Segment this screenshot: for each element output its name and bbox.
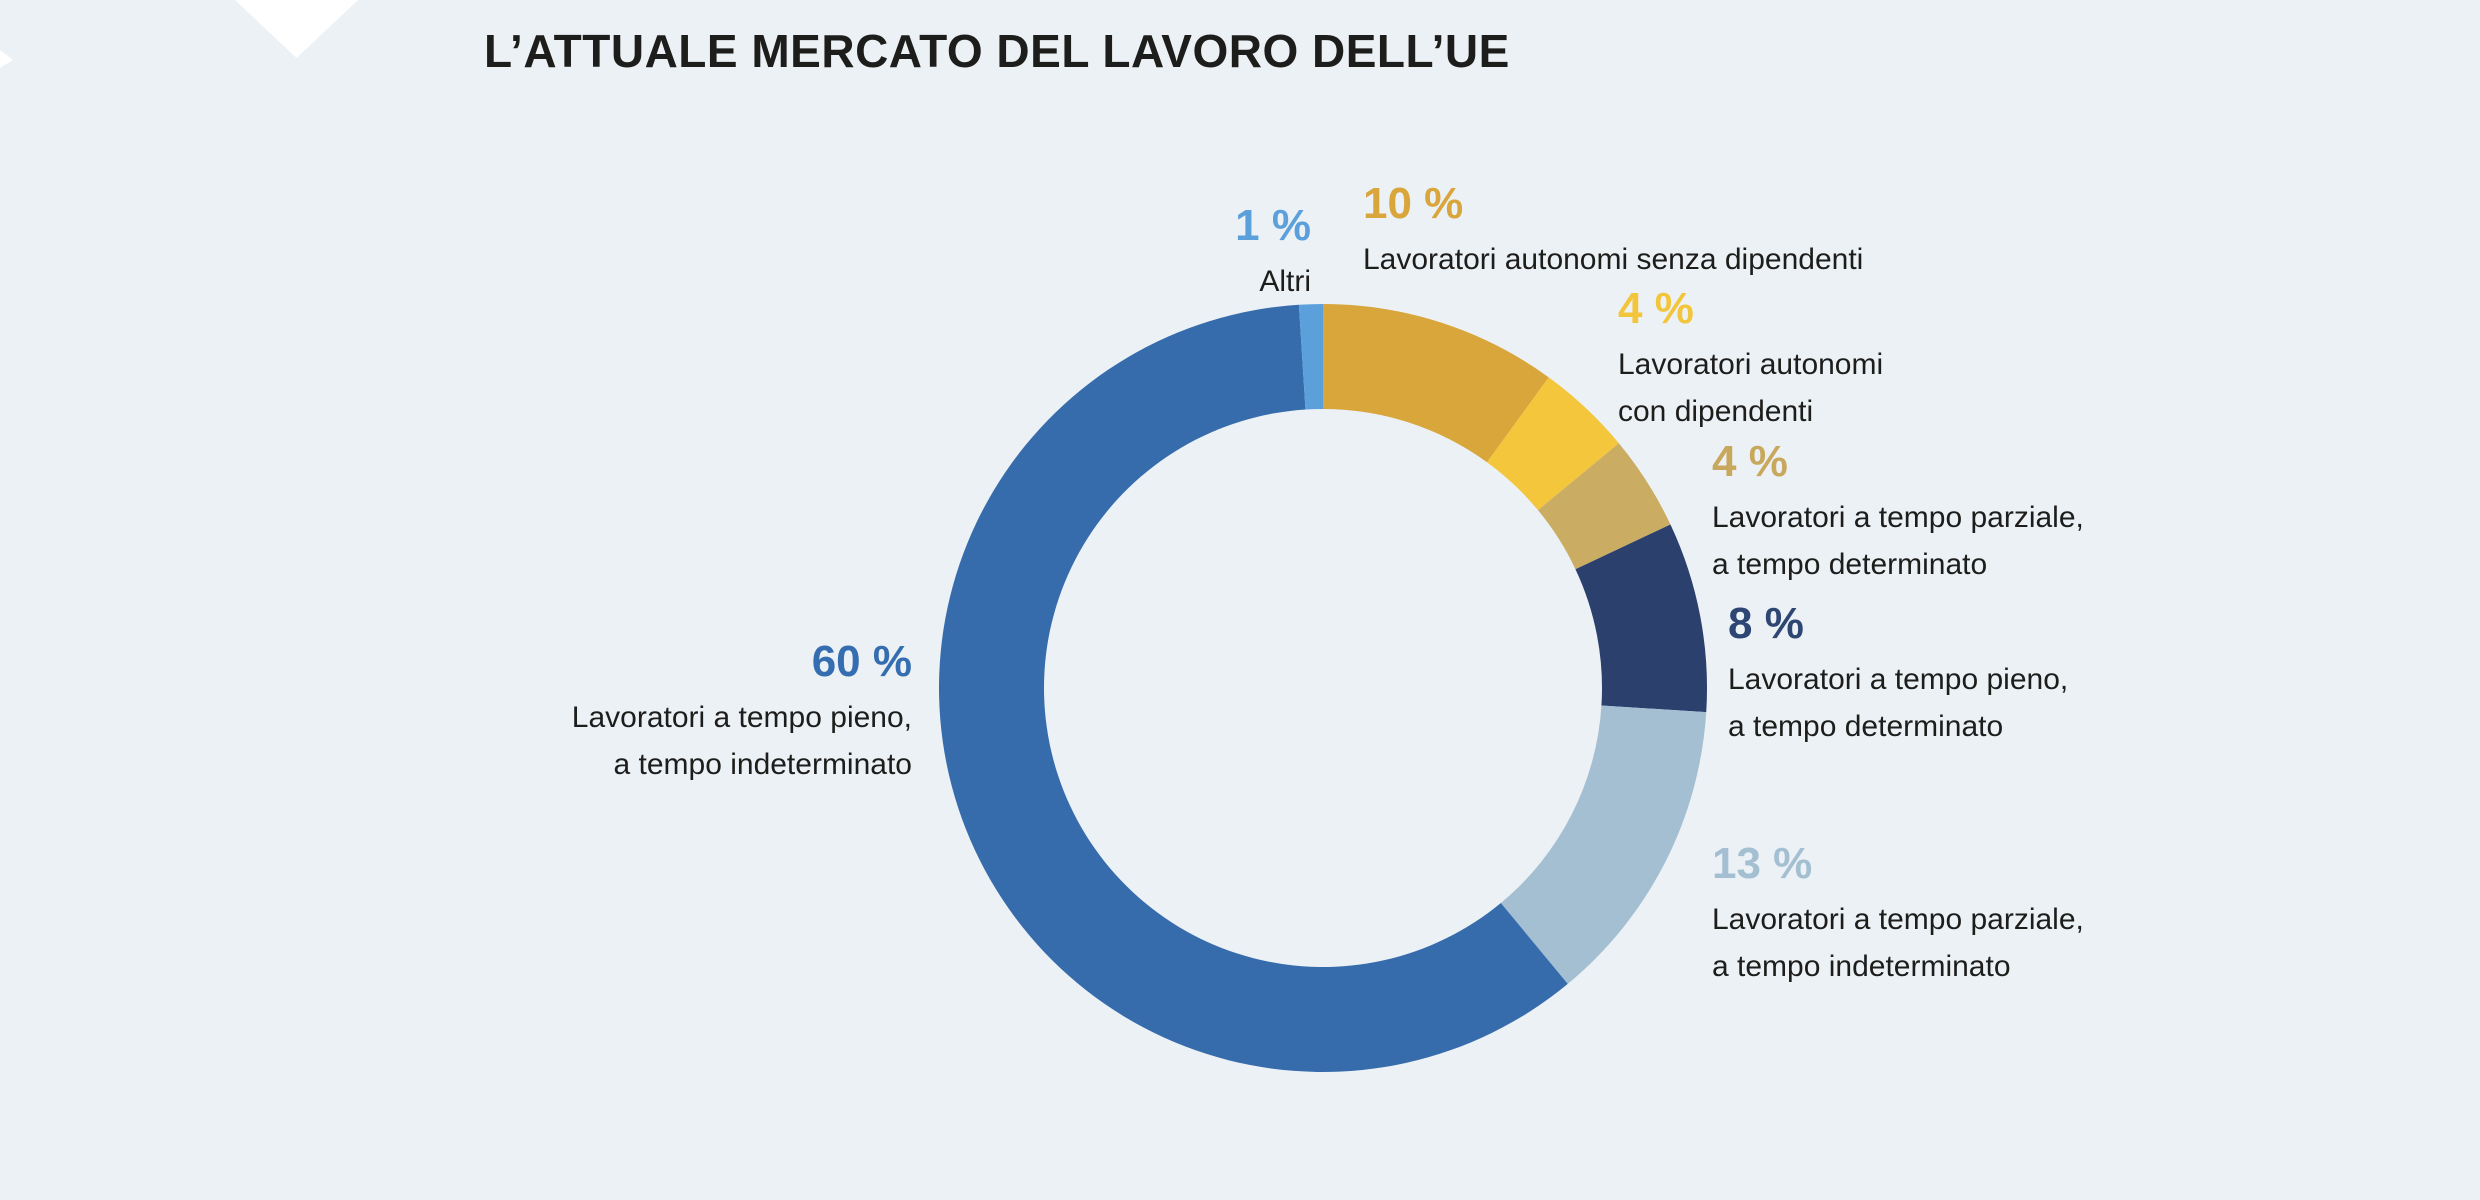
- callout-label-line: a tempo indeterminato: [613, 748, 912, 781]
- donut-segment-2: [1537, 443, 1671, 570]
- callout-self-employed-no-employees: 10 % Lavoratori autonomi senza dipendent…: [1363, 180, 1863, 283]
- callout-full-time-permanent: 60 % Lavoratori a tempo pieno, a tempo i…: [572, 638, 912, 788]
- callout-label-line: Lavoratori a tempo pieno,: [1728, 663, 2069, 696]
- donut-segment-5: [938, 304, 1568, 1073]
- callout-part-time-permanent: 13 % Lavoratori a tempo parziale, a temp…: [1712, 840, 2084, 990]
- donut-segment-1: [1486, 377, 1619, 511]
- page-title: L’ATTUALE MERCATO DEL LAVORO DELL’UE: [484, 25, 1510, 77]
- callout-label-line: a tempo determinato: [1728, 710, 2004, 743]
- callout-label-line: Altri: [1259, 265, 1311, 298]
- callout-label-line: Lavoratori a tempo parziale,: [1712, 903, 2084, 936]
- percent-value: 60 %: [811, 637, 912, 686]
- callout-part-time-fixed: 4 % Lavoratori a tempo parziale, a tempo…: [1712, 438, 2084, 588]
- callout-label-line: Lavoratori a tempo parziale,: [1712, 501, 2084, 534]
- callout-label-line: con dipendenti: [1618, 395, 1814, 428]
- callout-self-employed-with-employees: 4 % Lavoratori autonomi con dipendenti: [1618, 285, 1883, 435]
- callout-label-line: Lavoratori autonomi: [1618, 348, 1884, 381]
- percent-value: 10 %: [1363, 179, 1464, 228]
- donut-segment-3: [1575, 524, 1707, 713]
- percent-value: 4 %: [1618, 284, 1694, 333]
- percent-value: 8 %: [1728, 599, 1804, 648]
- percent-value: 1 %: [1235, 201, 1311, 250]
- callout-label-line: Lavoratori autonomi senza dipendenti: [1363, 243, 1864, 276]
- percent-value: 13 %: [1712, 839, 1813, 888]
- callout-full-time-fixed: 8 % Lavoratori a tempo pieno, a tempo de…: [1728, 600, 2068, 750]
- callout-label-line: Lavoratori a tempo pieno,: [571, 701, 912, 734]
- donut-segment-6: [1298, 304, 1323, 410]
- callout-others: 1 % Altri: [1235, 202, 1311, 305]
- donut-segment-4: [1500, 705, 1707, 984]
- percent-value: 4 %: [1712, 437, 1788, 486]
- callout-label-line: a tempo determinato: [1712, 548, 1988, 581]
- donut-segment-0: [1323, 304, 1549, 463]
- callout-label-line: a tempo indeterminato: [1712, 950, 2011, 983]
